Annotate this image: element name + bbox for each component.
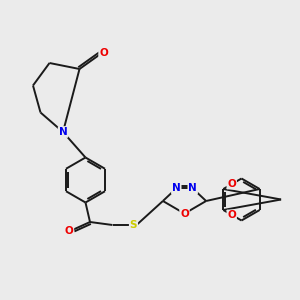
Text: N: N: [188, 183, 197, 194]
Text: N: N: [58, 127, 68, 137]
Text: O: O: [180, 208, 189, 219]
Text: O: O: [99, 47, 108, 58]
Text: N: N: [172, 183, 181, 194]
Text: S: S: [130, 220, 137, 230]
Text: O: O: [64, 226, 74, 236]
Text: O: O: [227, 210, 236, 220]
Text: O: O: [227, 178, 236, 189]
